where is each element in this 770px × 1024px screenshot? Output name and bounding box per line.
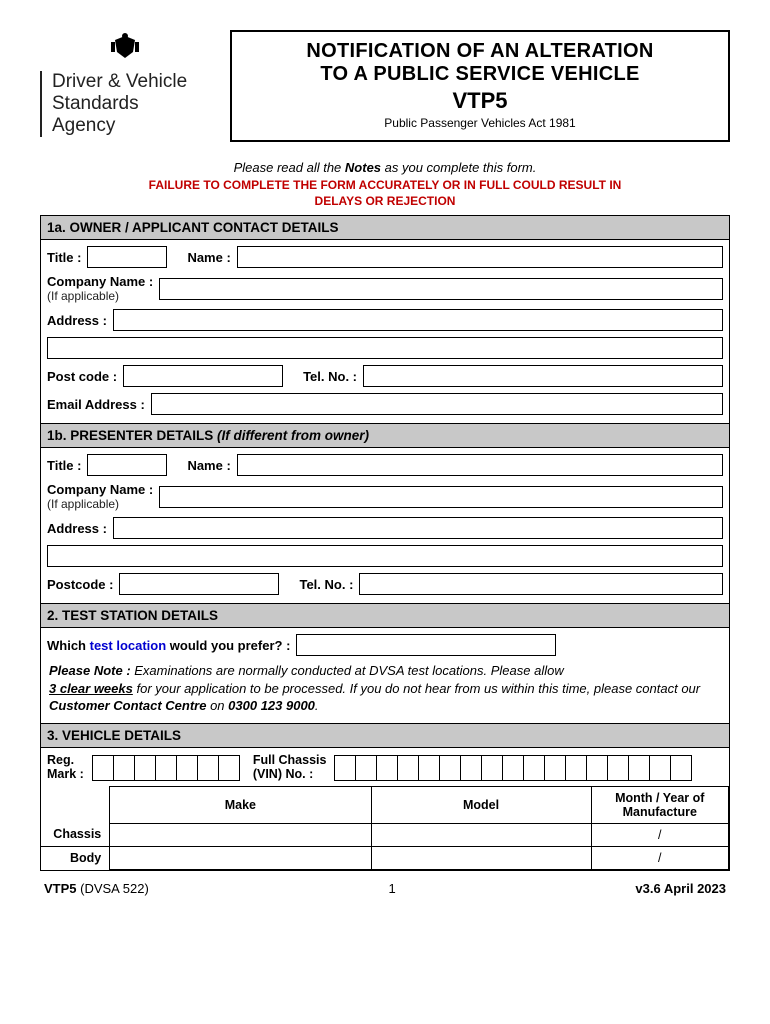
vin-boxes[interactable] <box>334 755 691 781</box>
title-box: NOTIFICATION OF AN ALTERATION TO A PUBLI… <box>230 30 730 142</box>
section-1a-body: Title : Name : Company Name : (If applic… <box>41 240 729 423</box>
sublabel-company-1a: (If applicable) <box>47 289 153 303</box>
section-1b-main: 1b. PRESENTER DETAILS <box>47 428 217 443</box>
input-postcode-1b[interactable] <box>119 573 279 595</box>
footer-page: 1 <box>388 881 395 896</box>
input-title-1a[interactable] <box>87 246 167 268</box>
note-bold1: Please Note : <box>49 663 134 678</box>
footer-version: v3.6 April 2023 <box>635 881 726 896</box>
page-footer: VTP5 (DVSA 522) 1 v3.6 April 2023 <box>40 881 730 896</box>
title-line1: NOTIFICATION OF AN ALTERATION <box>244 40 716 63</box>
section-1b-header: 1b. PRESENTER DETAILS (If different from… <box>41 423 729 448</box>
warning-line2: DELAYS OR REJECTION <box>315 194 456 208</box>
note-t4: . <box>315 698 319 713</box>
section-1b-italic: (If different from owner) <box>217 428 369 443</box>
instr-bold: Notes <box>345 160 381 175</box>
input-test-location[interactable] <box>296 634 556 656</box>
agency-line1: Driver & Vehicle <box>52 71 187 92</box>
section-2-question: Which test location would you prefer? : <box>41 628 729 658</box>
section-2-header: 2. TEST STATION DETAILS <box>41 603 729 628</box>
row-body-label: Body <box>41 846 110 869</box>
title-code: VTP5 <box>244 88 716 114</box>
col-model: Model <box>371 786 591 823</box>
title-subtitle: Public Passenger Vehicles Act 1981 <box>244 116 716 130</box>
cell-body-date[interactable]: / <box>591 846 729 869</box>
input-address-1b-line2[interactable] <box>47 545 723 567</box>
note-t3: on <box>206 698 228 713</box>
vehicle-table: Make Model Month / Year of Manufacture C… <box>41 786 729 870</box>
vehicle-ids-row: Reg. Mark : Full Chassis (VIN) No. : <box>41 748 729 786</box>
cell-chassis-date[interactable]: / <box>591 823 729 846</box>
note-t2: for your application to be processed. If… <box>133 681 700 696</box>
question-text: Which test location would you prefer? : <box>47 638 290 653</box>
section-1b-body: Title : Name : Company Name : (If applic… <box>41 448 729 603</box>
note-bold3: Customer Contact Centre <box>49 698 206 713</box>
label-address-1b: Address : <box>47 521 107 536</box>
note-t1: Examinations are normally conducted at D… <box>134 663 563 678</box>
agency-line2: Standards <box>52 93 139 114</box>
agency-name: Driver & Vehicle Standards Agency <box>40 71 210 137</box>
input-postcode-1a[interactable] <box>123 365 283 387</box>
label-postcode-1a: Post code : <box>47 369 117 384</box>
label-title-1b: Title : <box>47 458 81 473</box>
cell-chassis-model[interactable] <box>371 823 591 846</box>
agency-block: Driver & Vehicle Standards Agency <box>40 30 210 137</box>
input-email-1a[interactable] <box>151 393 723 415</box>
input-company-1a[interactable] <box>159 278 723 300</box>
input-company-1b[interactable] <box>159 486 723 508</box>
label-reg1: Reg. <box>47 754 84 768</box>
section-1a-header: 1a. OWNER / APPLICANT CONTACT DETAILS <box>41 216 729 240</box>
instr-post: as you complete this form. <box>381 160 536 175</box>
input-tel-1a[interactable] <box>363 365 723 387</box>
label-email-1a: Email Address : <box>47 397 145 412</box>
cell-chassis-make[interactable] <box>110 823 371 846</box>
instr-pre: Please read all the <box>234 160 345 175</box>
input-address-1a-line1[interactable] <box>113 309 723 331</box>
footer-code: VTP5 <box>44 881 77 896</box>
label-tel-1b: Tel. No. : <box>299 577 353 592</box>
crest-icon <box>40 30 210 67</box>
section-2-note: Please Note : Examinations are normally … <box>41 658 729 723</box>
label-company-1b: Company Name : <box>47 482 153 497</box>
row-chassis-label: Chassis <box>41 823 110 846</box>
instruction-warning: FAILURE TO COMPLETE THE FORM ACCURATELY … <box>40 177 730 209</box>
agency-line3: Agency <box>52 115 115 136</box>
label-reg2: Mark : <box>47 768 84 782</box>
note-bold2: 3 clear weeks <box>49 681 133 696</box>
input-address-1a-line2[interactable] <box>47 337 723 359</box>
label-vin1: Full Chassis <box>253 754 327 768</box>
label-vin2: (VIN) No. : <box>253 768 327 782</box>
input-title-1b[interactable] <box>87 454 167 476</box>
instructions: Please read all the Notes as you complet… <box>40 160 730 209</box>
label-title-1a: Title : <box>47 250 81 265</box>
input-address-1b-line1[interactable] <box>113 517 723 539</box>
form-container: 1a. OWNER / APPLICANT CONTACT DETAILS Ti… <box>40 215 730 870</box>
footer-rest: (DVSA 522) <box>77 881 149 896</box>
footer-left: VTP5 (DVSA 522) <box>44 881 149 896</box>
label-company-1a: Company Name : <box>47 274 153 289</box>
sublabel-company-1b: (If applicable) <box>47 497 153 511</box>
label-name-1b: Name : <box>187 458 230 473</box>
col-date: Month / Year of Manufacture <box>591 786 729 823</box>
input-name-1b[interactable] <box>237 454 723 476</box>
cell-body-model[interactable] <box>371 846 591 869</box>
page-header: Driver & Vehicle Standards Agency NOTIFI… <box>40 30 730 142</box>
label-postcode-1b: Postcode : <box>47 577 113 592</box>
q-post: would you prefer? : <box>166 638 290 653</box>
test-location-link[interactable]: test location <box>90 638 167 653</box>
col-make: Make <box>110 786 371 823</box>
input-name-1a[interactable] <box>237 246 723 268</box>
label-tel-1a: Tel. No. : <box>303 369 357 384</box>
warning-line1: FAILURE TO COMPLETE THE FORM ACCURATELY … <box>149 178 622 192</box>
reg-mark-boxes[interactable] <box>92 755 239 781</box>
cell-body-make[interactable] <box>110 846 371 869</box>
note-bold4: 0300 123 9000 <box>228 698 315 713</box>
title-line2: TO A PUBLIC SERVICE VEHICLE <box>244 63 716 86</box>
section-3-header: 3. VEHICLE DETAILS <box>41 723 729 748</box>
label-name-1a: Name : <box>187 250 230 265</box>
instruction-read: Please read all the Notes as you complet… <box>40 160 730 175</box>
input-tel-1b[interactable] <box>359 573 723 595</box>
q-pre: Which <box>47 638 90 653</box>
label-address-1a: Address : <box>47 313 107 328</box>
